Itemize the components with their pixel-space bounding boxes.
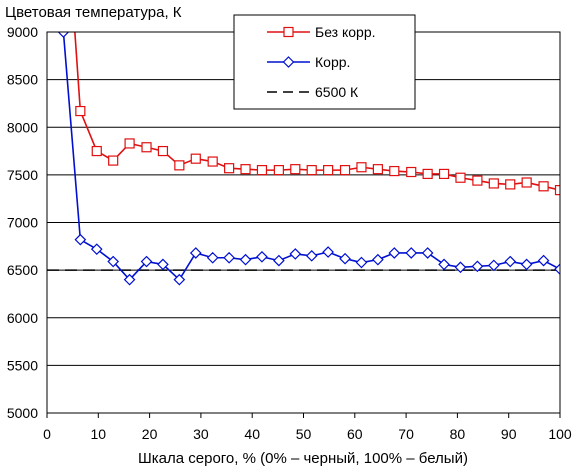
square-marker (290, 164, 301, 175)
plot-series (47, 32, 560, 286)
square-marker (554, 185, 560, 196)
square-marker (157, 145, 169, 157)
legend-box (233, 14, 416, 110)
x-tick-label: 100 (548, 426, 572, 442)
y-tick-label: 8500 (7, 72, 38, 88)
diamond-marker (273, 254, 285, 267)
x-tick-label: 10 (91, 426, 107, 442)
diamond-marker (123, 273, 136, 286)
diamond-marker (471, 260, 484, 273)
diamond-marker (487, 259, 500, 272)
x-tick-label: 50 (296, 426, 312, 442)
square-marker (389, 165, 400, 177)
square-marker (422, 168, 433, 180)
square-marker (224, 163, 235, 174)
square-marker (141, 142, 152, 153)
y-tick-label: 8000 (7, 119, 38, 135)
square-marker (323, 165, 334, 176)
square-marker (356, 162, 367, 173)
square-marker (538, 181, 549, 192)
legend-marker (282, 56, 295, 68)
x-tick-label: 60 (347, 426, 363, 442)
y-tick-label: 6000 (7, 310, 38, 326)
x-tick-label: 20 (142, 426, 158, 442)
diamond-marker (520, 258, 533, 271)
legend: Без корр. Корр. 6500 К (233, 14, 416, 110)
diamond-marker (189, 247, 202, 259)
y-tick-label: 7500 (7, 167, 38, 183)
diamond-marker (256, 250, 268, 263)
diamond-marker (372, 253, 384, 266)
square-marker (472, 175, 483, 186)
x-tick-label: 90 (501, 426, 517, 442)
diamond-marker (504, 255, 517, 268)
diamond-marker (90, 243, 103, 256)
square-marker (75, 105, 86, 117)
square-marker (108, 155, 119, 166)
x-tick-label: 40 (244, 426, 260, 442)
x-axis-label: Шкала серого, % (0% – черный, 100% – бел… (138, 450, 468, 467)
diamond-marker (454, 261, 467, 274)
diamond-marker (239, 253, 252, 266)
diamond-marker (74, 233, 87, 246)
series-lead-in (74, 32, 82, 112)
x-tick-label: 80 (450, 426, 466, 442)
x-tick-label: 30 (193, 426, 209, 442)
square-marker (406, 166, 417, 178)
diamond-marker (173, 273, 186, 286)
diamond-marker (322, 246, 334, 258)
square-marker (488, 178, 499, 189)
square-marker (438, 168, 450, 180)
x-tick-label: 0 (43, 426, 51, 442)
square-marker (240, 164, 251, 175)
y-tick-label: 6500 (7, 262, 38, 278)
legend-label: 6500 К (315, 84, 359, 100)
y-tick-label: 5000 (7, 405, 38, 421)
diamond-marker (223, 251, 235, 264)
diamond-marker (388, 247, 401, 259)
square-marker (339, 165, 351, 176)
square-marker (455, 172, 466, 183)
square-marker (174, 160, 185, 171)
diamond-marker (339, 252, 351, 265)
y-tick-label: 9000 (7, 24, 38, 40)
square-marker (91, 145, 102, 157)
diamond-marker (107, 255, 120, 268)
diamond-marker (157, 258, 169, 271)
plot-area (47, 32, 560, 286)
square-marker (372, 164, 383, 175)
square-marker (207, 156, 218, 167)
diamond-marker (305, 249, 318, 262)
square-marker (190, 153, 201, 164)
square-marker (273, 165, 284, 176)
legend-label: Без корр. (315, 24, 376, 40)
diamond-marker (554, 263, 560, 276)
diamond-marker (405, 247, 418, 259)
diamond-marker (206, 251, 219, 264)
legend-label: Корр. (315, 54, 350, 70)
diamond-marker (57, 32, 70, 38)
x-tick-labels: 0 10 20 30 40 50 60 70 80 90 100 (43, 413, 572, 442)
y-tick-label: 7000 (7, 215, 38, 231)
square-marker (521, 177, 532, 188)
diamond-marker (537, 254, 550, 267)
y-tick-label: 5500 (7, 357, 38, 373)
diamond-marker (140, 255, 153, 268)
square-marker (256, 165, 268, 176)
square-marker (306, 165, 317, 176)
diamond-marker (421, 247, 434, 259)
square-marker (505, 179, 516, 190)
diamond-marker (355, 256, 368, 269)
diamond-marker (289, 248, 302, 260)
diamond-marker (438, 258, 450, 271)
y-axis-label: Цветовая температура, К (5, 4, 182, 21)
legend-marker (283, 26, 294, 38)
y-tick-labels: 5000 5500 6000 6500 7000 7500 8000 8500 9000 (7, 24, 38, 421)
square-marker (124, 138, 135, 149)
series-line-0 (79, 110, 560, 191)
x-tick-label: 70 (398, 426, 414, 442)
